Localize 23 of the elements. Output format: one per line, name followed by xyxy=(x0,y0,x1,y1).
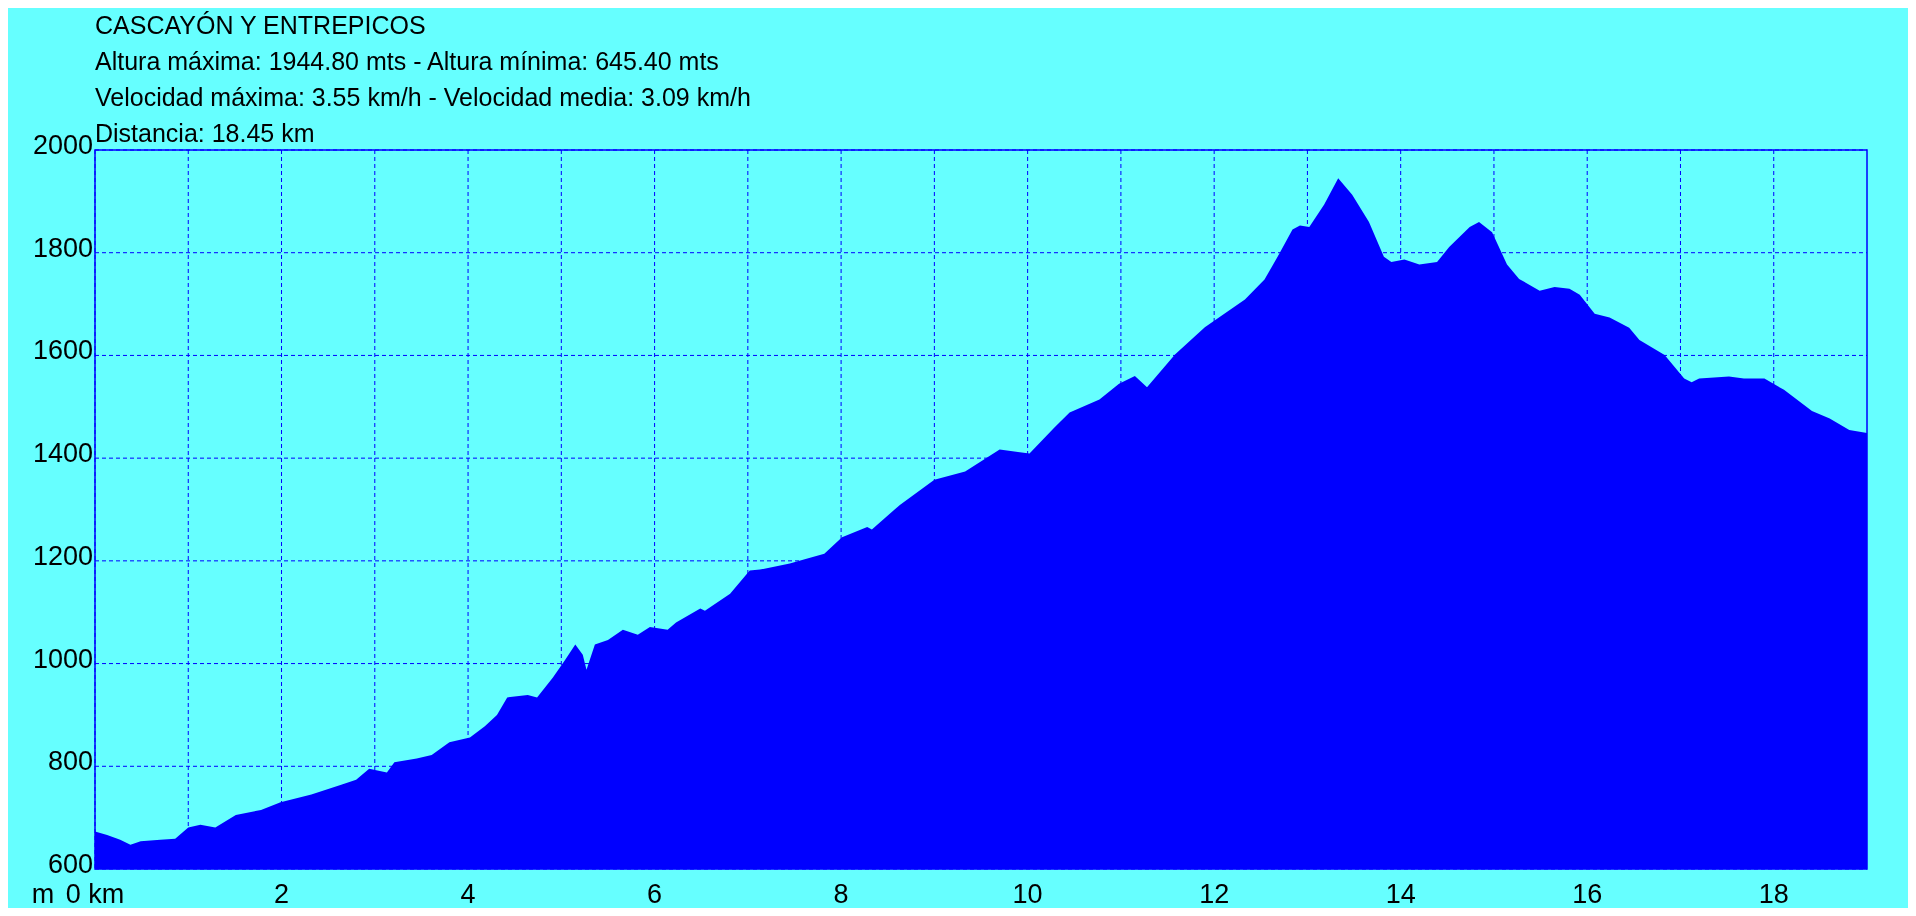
x-tick-label: 12 xyxy=(1199,879,1230,909)
text: Altura máxima: 1944.80 mts - Altura mínima: 645.40 mts xyxy=(95,47,719,75)
y-tick-label: 600 xyxy=(47,849,93,879)
y-tick-label: 2000 xyxy=(32,130,93,160)
x-tick-label: 6 xyxy=(647,879,663,909)
text: Distancia: 18.45 km xyxy=(95,119,315,147)
x-tick-label: 18 xyxy=(1758,879,1789,909)
x-tick-label: 10 xyxy=(1012,879,1043,909)
x-tick-label: 14 xyxy=(1385,879,1416,909)
y-tick-label: 800 xyxy=(47,746,93,777)
x-tick-label: 8 xyxy=(833,879,849,909)
text: Velocidad máxima: 3.55 km/h - Velocidad media: 3.09 km/h xyxy=(95,83,751,111)
x-tick-label: 0 km xyxy=(65,879,125,909)
y-tick-label: 1200 xyxy=(32,540,93,571)
chart-title: CASCAYÓN Y ENTREPICOS xyxy=(95,11,426,39)
y-axis-title: m xyxy=(31,879,55,909)
y-tick-label: 1400 xyxy=(32,438,93,469)
y-tick-label: 1600 xyxy=(32,335,93,366)
x-tick-label: 16 xyxy=(1572,879,1603,909)
x-tick-label: 4 xyxy=(460,879,476,909)
y-tick-label: 1800 xyxy=(32,232,93,263)
x-tick-label: 2 xyxy=(274,879,290,909)
y-tick-label: 1000 xyxy=(32,643,93,674)
